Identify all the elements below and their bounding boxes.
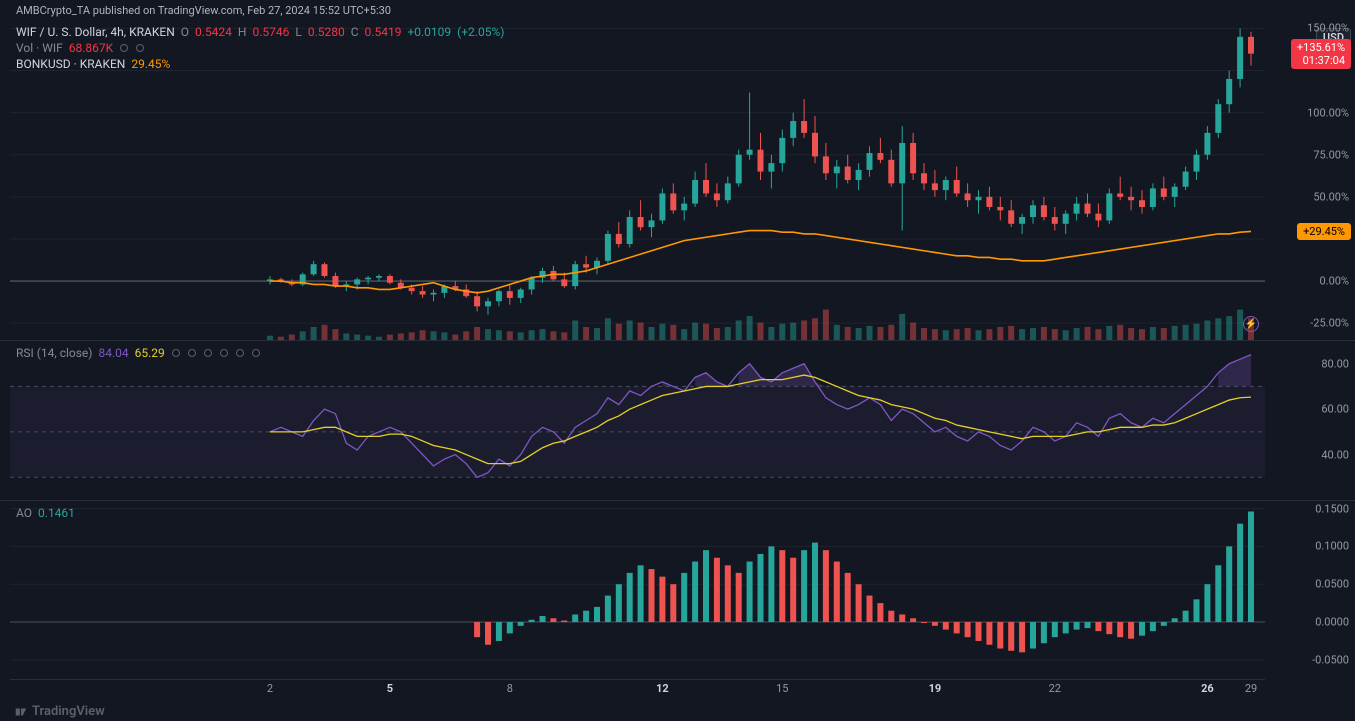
chart-stack: WIF / U. S. Dollar, 4h, KRAKEN O0.5424 H… [0,20,1355,697]
ao-panel[interactable]: AO 0.1461 0.15000.10000.05000.0000-0.050… [0,500,1355,675]
ao-plot[interactable]: AO 0.1461 [10,501,1265,675]
instant-icon[interactable]: ⚡ [1243,316,1259,332]
price-plot[interactable]: WIF / U. S. Dollar, 4h, KRAKEN O0.5424 H… [10,20,1265,340]
publish-banner: AMBCrypto_TA published on TradingView.co… [0,0,1355,20]
tradingview-logo: TradingView [14,704,105,719]
price-panel[interactable]: WIF / U. S. Dollar, 4h, KRAKEN O0.5424 H… [0,20,1355,340]
legend-main: WIF / U. S. Dollar, 4h, KRAKEN O0.5424 H… [16,24,504,72]
rsi-plot[interactable]: RSI (14, close) 84.04 65.29 [10,341,1265,500]
legend-rsi: RSI (14, close) 84.04 65.29 [16,345,261,361]
legend-ao: AO 0.1461 [16,505,75,521]
price-change-badge: +135.61%01:37:04 [1291,39,1351,69]
rsi-panel[interactable]: RSI (14, close) 84.04 65.29 80.0060.0040… [0,340,1355,500]
bonk-badge: +29.45% [1297,223,1351,240]
time-axis: 258121519222629 [10,679,1265,697]
